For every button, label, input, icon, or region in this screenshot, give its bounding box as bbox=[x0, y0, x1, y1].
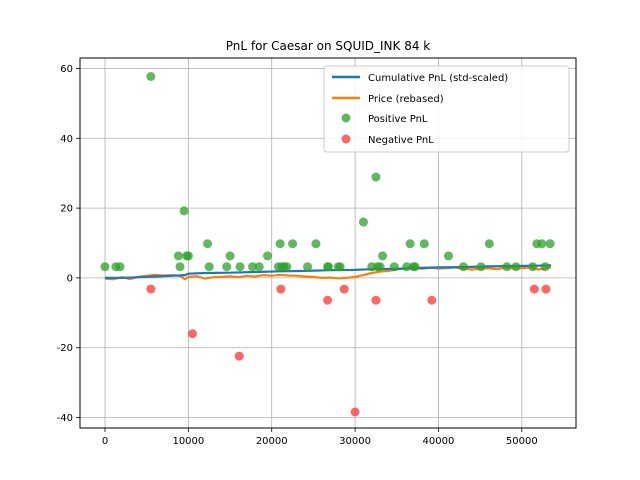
x-tick-label: 0 bbox=[102, 436, 108, 447]
y-tick-label: 20 bbox=[60, 204, 73, 215]
positive-pnl-point bbox=[443, 251, 453, 261]
positive-pnl-point bbox=[540, 262, 550, 272]
negative-points-layer bbox=[146, 284, 551, 417]
negative-pnl-point bbox=[276, 284, 286, 294]
negative-pnl-point bbox=[188, 329, 198, 339]
negative-pnl-point bbox=[541, 284, 551, 294]
positive-pnl-point bbox=[502, 262, 512, 272]
positive-pnl-point bbox=[335, 262, 345, 272]
x-tick-label: 20000 bbox=[256, 436, 288, 447]
cumulative-line-layer bbox=[105, 264, 552, 279]
y-tick-label: -20 bbox=[57, 343, 73, 354]
positive-pnl-point bbox=[378, 251, 388, 261]
negative-pnl-point bbox=[529, 284, 539, 294]
positive-pnl-point bbox=[458, 262, 468, 272]
positive-pnl-point bbox=[311, 239, 321, 249]
legend: Cumulative PnL (std-scaled) Price (rebas… bbox=[323, 65, 570, 153]
positive-pnl-point bbox=[405, 239, 415, 249]
positive-pnl-point bbox=[537, 239, 547, 249]
positive-pnl-point bbox=[528, 262, 538, 272]
axis-ticks: 0 10000 20000 30000 40000 50000 -40 -20 0 20 40 60 bbox=[57, 64, 538, 447]
positive-pnl-point bbox=[183, 251, 193, 261]
y-tick-label: 0 bbox=[67, 273, 73, 284]
negative-pnl-point bbox=[146, 284, 156, 294]
negative-pnl-point bbox=[323, 295, 333, 305]
positive-pnl-point bbox=[146, 72, 156, 81]
negative-pnl-point bbox=[427, 295, 437, 305]
positive-pnl-point bbox=[175, 262, 185, 272]
legend-price-label: Price (rebased) bbox=[368, 94, 444, 105]
legend-positive-label: Positive PnL bbox=[368, 114, 428, 125]
legend-negative-swatch bbox=[341, 134, 351, 144]
positive-pnl-point bbox=[419, 239, 429, 249]
negative-pnl-point bbox=[234, 351, 244, 361]
legend-cumulative-label: Cumulative PnL (std-scaled) bbox=[368, 73, 508, 84]
positive-pnl-point bbox=[173, 251, 183, 261]
positive-pnl-point bbox=[275, 239, 285, 249]
positive-pnl-point bbox=[254, 262, 264, 272]
positive-pnl-point bbox=[282, 262, 292, 272]
positive-pnl-point bbox=[179, 206, 189, 216]
legend-positive-swatch bbox=[341, 113, 351, 123]
positive-pnl-point bbox=[222, 262, 232, 272]
positive-pnl-point bbox=[204, 262, 214, 272]
positive-pnl-point bbox=[263, 251, 273, 261]
positive-pnl-point bbox=[389, 262, 399, 272]
legend-box bbox=[323, 65, 570, 153]
positive-pnl-point bbox=[371, 172, 381, 182]
positive-pnl-point bbox=[100, 262, 110, 272]
x-tick-label: 40000 bbox=[423, 436, 455, 447]
positive-pnl-point bbox=[115, 262, 125, 272]
positive-pnl-point bbox=[375, 262, 385, 272]
positive-pnl-point bbox=[545, 239, 555, 249]
cumulative-pnl-line bbox=[105, 264, 552, 279]
x-tick-label: 30000 bbox=[339, 436, 371, 447]
positive-points-layer bbox=[100, 72, 555, 272]
positive-pnl-point bbox=[248, 262, 258, 272]
positive-pnl-point bbox=[303, 262, 313, 272]
plot-frame bbox=[79, 57, 577, 429]
positive-pnl-point bbox=[203, 239, 213, 249]
negative-pnl-point bbox=[371, 295, 381, 305]
positive-pnl-point bbox=[402, 262, 412, 272]
negative-pnl-point bbox=[339, 284, 349, 294]
positive-pnl-point bbox=[511, 262, 521, 272]
y-tick-label: 40 bbox=[60, 134, 73, 145]
positive-pnl-point bbox=[484, 239, 494, 249]
positive-pnl-point bbox=[476, 262, 486, 272]
x-tick-label: 50000 bbox=[506, 436, 538, 447]
chart-title: PnL for Caesar on SQUID_INK 84 k bbox=[226, 39, 431, 53]
positive-pnl-point bbox=[225, 251, 235, 261]
x-tick-label: 10000 bbox=[172, 436, 204, 447]
negative-pnl-point bbox=[350, 407, 360, 417]
y-tick-label: -40 bbox=[57, 413, 73, 424]
positive-pnl-point bbox=[358, 217, 368, 227]
positive-pnl-point bbox=[410, 262, 420, 272]
y-tick-label: 60 bbox=[60, 64, 73, 75]
positive-pnl-point bbox=[323, 262, 333, 272]
legend-negative-label: Negative PnL bbox=[368, 135, 434, 146]
positive-pnl-point bbox=[235, 262, 245, 272]
positive-pnl-point bbox=[288, 239, 298, 249]
